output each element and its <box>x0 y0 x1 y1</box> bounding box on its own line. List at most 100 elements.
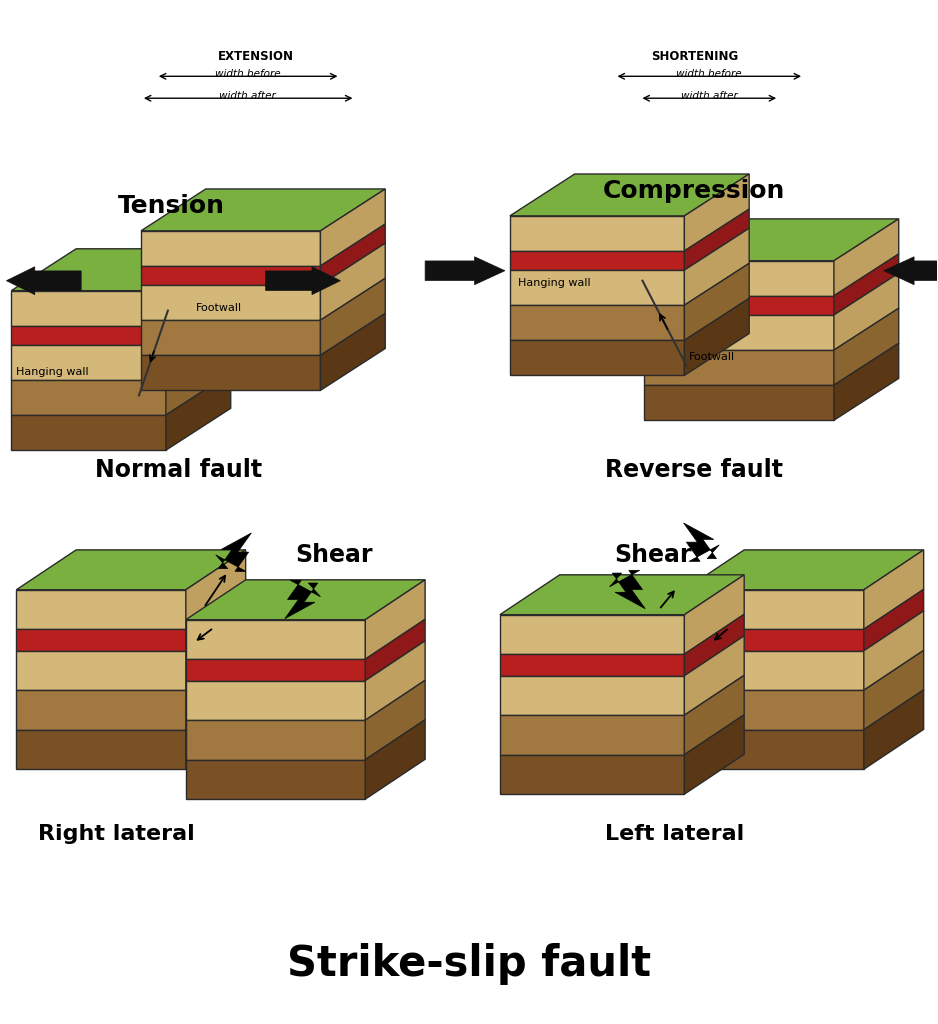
Polygon shape <box>265 266 340 295</box>
Polygon shape <box>141 266 321 285</box>
Polygon shape <box>864 590 924 651</box>
Polygon shape <box>685 730 864 769</box>
Polygon shape <box>884 257 938 285</box>
Polygon shape <box>11 326 166 345</box>
Text: width after: width after <box>219 91 276 101</box>
Text: Hanging wall: Hanging wall <box>518 278 591 288</box>
Polygon shape <box>864 611 924 690</box>
Polygon shape <box>141 285 321 321</box>
Polygon shape <box>500 715 685 755</box>
Polygon shape <box>186 590 246 651</box>
Polygon shape <box>685 209 749 270</box>
Polygon shape <box>685 574 744 654</box>
Polygon shape <box>321 189 386 266</box>
Polygon shape <box>186 659 365 681</box>
Polygon shape <box>510 216 685 251</box>
Polygon shape <box>644 385 834 420</box>
Polygon shape <box>685 630 864 651</box>
Polygon shape <box>510 305 685 340</box>
Polygon shape <box>834 343 899 420</box>
Polygon shape <box>16 651 186 690</box>
Polygon shape <box>321 279 386 355</box>
Text: Shear: Shear <box>295 543 373 567</box>
Text: Right lateral: Right lateral <box>38 824 194 844</box>
Text: width before: width before <box>215 70 280 79</box>
Text: Left lateral: Left lateral <box>605 824 744 844</box>
Polygon shape <box>321 243 386 321</box>
Polygon shape <box>510 251 685 270</box>
Polygon shape <box>644 296 834 315</box>
Polygon shape <box>285 581 321 618</box>
Text: Normal fault: Normal fault <box>96 458 263 482</box>
Polygon shape <box>216 532 251 571</box>
Polygon shape <box>186 760 365 799</box>
Text: Footwall: Footwall <box>689 352 735 362</box>
Polygon shape <box>500 676 685 715</box>
Polygon shape <box>186 650 246 730</box>
Polygon shape <box>186 720 365 760</box>
Polygon shape <box>16 730 186 769</box>
Polygon shape <box>186 550 246 630</box>
Polygon shape <box>365 641 425 720</box>
Text: width before: width before <box>676 70 742 79</box>
Polygon shape <box>365 680 425 760</box>
Text: Shear: Shear <box>614 543 692 567</box>
Polygon shape <box>186 690 246 769</box>
Polygon shape <box>644 219 899 261</box>
Polygon shape <box>321 313 386 390</box>
Polygon shape <box>685 228 749 305</box>
Text: Tension: Tension <box>117 194 224 218</box>
Polygon shape <box>186 611 246 690</box>
Polygon shape <box>685 550 924 590</box>
Polygon shape <box>11 345 166 380</box>
Polygon shape <box>166 373 231 451</box>
Polygon shape <box>685 263 749 340</box>
Polygon shape <box>365 720 425 799</box>
Polygon shape <box>834 219 899 296</box>
Polygon shape <box>685 590 864 630</box>
Polygon shape <box>500 574 744 614</box>
Polygon shape <box>510 340 685 376</box>
Polygon shape <box>141 189 386 230</box>
Text: EXTENSION: EXTENSION <box>218 50 294 62</box>
Polygon shape <box>16 690 186 730</box>
Polygon shape <box>16 630 186 651</box>
Polygon shape <box>834 308 899 385</box>
Text: Footwall: Footwall <box>196 303 242 312</box>
Polygon shape <box>365 620 425 681</box>
Polygon shape <box>166 249 231 326</box>
Polygon shape <box>186 681 365 720</box>
Polygon shape <box>11 249 231 291</box>
Polygon shape <box>11 415 166 451</box>
Polygon shape <box>500 755 685 795</box>
Polygon shape <box>166 303 231 380</box>
Polygon shape <box>684 523 719 561</box>
Polygon shape <box>16 590 186 630</box>
Text: Compression: Compression <box>603 179 785 203</box>
Polygon shape <box>685 174 749 251</box>
Polygon shape <box>864 650 924 730</box>
Polygon shape <box>644 350 834 385</box>
Polygon shape <box>685 614 744 676</box>
Polygon shape <box>644 315 834 350</box>
Polygon shape <box>510 270 685 305</box>
Polygon shape <box>7 266 82 295</box>
Text: width after: width after <box>681 91 737 101</box>
Polygon shape <box>186 620 365 659</box>
Polygon shape <box>510 174 749 216</box>
Polygon shape <box>864 550 924 630</box>
Polygon shape <box>11 380 166 415</box>
Text: Strike-slip fault: Strike-slip fault <box>287 943 651 985</box>
Polygon shape <box>321 224 386 285</box>
Polygon shape <box>141 355 321 390</box>
Text: Hanging wall: Hanging wall <box>16 368 89 378</box>
Polygon shape <box>141 230 321 266</box>
Polygon shape <box>425 257 505 285</box>
Polygon shape <box>11 291 166 326</box>
Polygon shape <box>644 261 834 296</box>
Text: SHORTENING: SHORTENING <box>651 50 738 62</box>
Polygon shape <box>864 690 924 769</box>
Polygon shape <box>685 636 744 715</box>
Polygon shape <box>834 273 899 350</box>
Polygon shape <box>685 690 864 730</box>
